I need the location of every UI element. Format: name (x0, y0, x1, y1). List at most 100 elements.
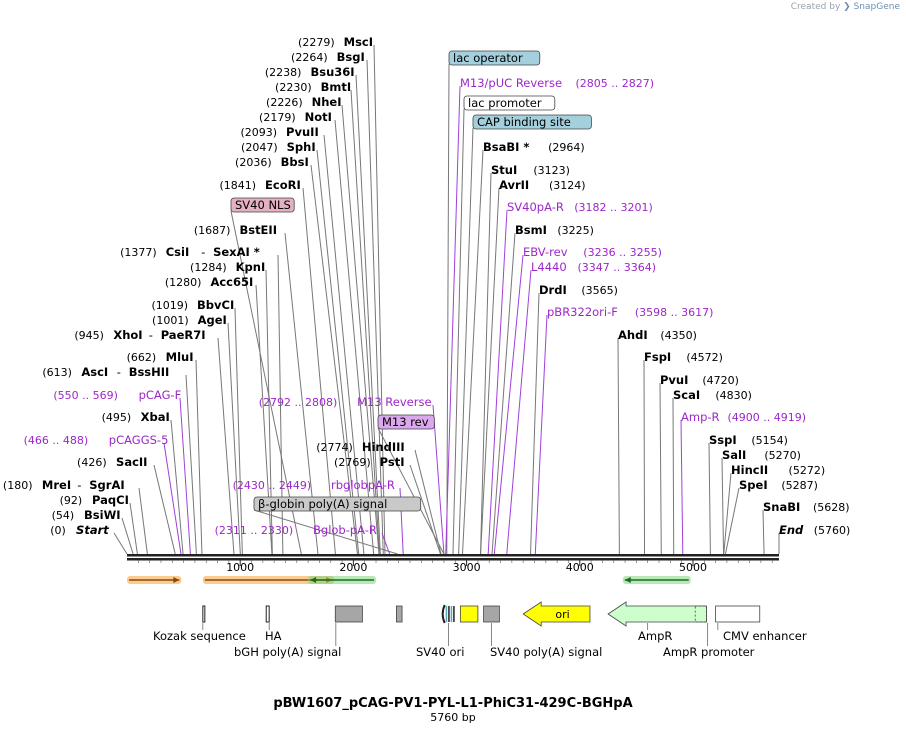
leader-line-avrii (480, 187, 500, 555)
leader-line-stui (480, 172, 492, 555)
name-start: Start (76, 523, 109, 537)
feature-ha (265, 605, 270, 623)
leader-line-m13puc (445, 85, 461, 555)
feature-caption-sv40-ori: SV40 ori (416, 645, 464, 659)
label-m13rev: M13 rev (377, 414, 435, 430)
ori-label: ori (555, 608, 569, 621)
pos-m13rev_long: (2792 .. 2808) (259, 396, 338, 409)
credit-brand: SnapGene (853, 2, 900, 12)
leader-line-ecori (302, 187, 336, 555)
pos-snabi: (5628) (813, 501, 850, 514)
feature-track: ori Kozak sequence HA bGH poly(A) signal SV4… (153, 601, 807, 659)
feature-caption-ampr: AmpR (638, 629, 672, 643)
label-pvuii: (2093) PvuII (240, 125, 318, 139)
label-m13rev_long: (2792 .. 2808) M13 Reverse (259, 395, 432, 409)
label-bsiwi: (54) BsiWI (52, 508, 121, 522)
pos-sspi: (5154) (751, 434, 788, 447)
pos-sali: (5270) (764, 449, 801, 462)
leader-line-psti (409, 464, 441, 555)
orf-arrow (127, 576, 182, 584)
snapgene-logo-icon: ❯ (843, 2, 851, 12)
name-sacii: SacII (116, 455, 147, 469)
leader-line-start (113, 532, 128, 555)
name-end: End (779, 523, 804, 537)
feature-label-box-lacprom (463, 95, 556, 111)
pos-agei: (1001) (152, 314, 189, 327)
label-ahdi: AhdI (4350) (618, 328, 697, 342)
pos-mrei: (180) (3, 479, 33, 492)
name-ahdi: AhdI (618, 328, 648, 342)
pos-pcaggs5: (466 .. 488) (24, 434, 89, 447)
name-drdi: DrdI (539, 283, 567, 297)
feature-sv40-ori (441, 604, 455, 624)
leader-line-ahdi (617, 337, 620, 555)
name-separator-asci: - (117, 365, 121, 379)
label-hincii: HincII (5272) (731, 463, 825, 477)
feature-label-box-sv40nls (230, 197, 295, 213)
pos-ampr_p: (4900 .. 4919) (728, 411, 807, 424)
leader-line-paqci (129, 502, 138, 555)
leader-line-m13rev_long (432, 404, 445, 555)
pos-hincii: (5272) (789, 464, 826, 477)
name-avrii: AvrII (499, 178, 529, 192)
leader-line-scai (672, 397, 675, 555)
name-msci: MscI (344, 35, 373, 49)
leader-line-pcagf (179, 397, 191, 555)
feature-label-sv40nls: SV40 NLS (235, 198, 291, 212)
leader-line-bsu36i (355, 74, 381, 555)
feature-label-lacop: lac operator (453, 51, 523, 65)
feature-unnamed-5 (459, 605, 479, 623)
leader-line-agei (227, 322, 241, 555)
label-cap: CAP binding site (472, 114, 592, 130)
label-mrei: (180) MreI - SgrAI (3, 478, 125, 492)
name-spei: SpeI (739, 478, 768, 492)
pos-asci: (613) (42, 366, 72, 379)
leader-line-spei (724, 487, 740, 555)
leader-line-bsgi (366, 59, 384, 555)
pos-bbsi: (2036) (235, 156, 272, 169)
pos-bsabi: (2964) (548, 141, 585, 154)
name-pbr322: pBR322ori-F (547, 305, 618, 319)
leader-line-sali (721, 457, 725, 555)
label-xbai: (495) XbaI (102, 410, 170, 424)
label-ebvrev: EBV-rev (3236 .. 3255) (523, 245, 662, 259)
name-bbvci: BbvCI (197, 298, 234, 312)
label-hindiii: (2774) HindIII (316, 440, 404, 454)
label-agei: (1001) AgeI (152, 313, 227, 327)
label-bbvci: (1019) BbvCI (151, 298, 234, 312)
label-avrii: AvrII (3124) (499, 178, 586, 192)
name-psti: PstI (380, 455, 405, 469)
pos-paqci: (92) (60, 494, 83, 507)
leader-line-pvuii (323, 134, 365, 555)
feature-kozak-sequence (202, 605, 206, 623)
pos-mlui: (662) (127, 351, 157, 364)
leader-line-hincii (723, 472, 732, 555)
name-ebvrev: EBV-rev (523, 245, 568, 259)
feature-unnamed-3 (396, 605, 403, 623)
feature-sv40-poly-a-signal (483, 605, 500, 623)
pos-bsgi: (2264) (291, 51, 328, 64)
orf-arrow (622, 576, 691, 584)
name-separator-xhoi: - (149, 328, 153, 342)
leader-line-lacprom (452, 108, 465, 555)
pos-spei: (5287) (781, 479, 818, 492)
orf-arrows (127, 576, 691, 584)
leader-line-asci (185, 374, 197, 555)
label-ecori: (1841) EcoRI (219, 178, 300, 192)
label-pcagf: (550 .. 569) pCAG-F (53, 388, 181, 402)
name-kpni: KpnI (236, 260, 266, 274)
label-sacii: (426) SacII (77, 455, 147, 469)
leader-line-bsiwi (121, 517, 134, 555)
name-mrei: MreI (42, 478, 71, 492)
name-acc65i: Acc65I (210, 275, 253, 289)
leader-line-bsmi (491, 232, 516, 555)
pos-kpni: (1284) (190, 261, 227, 274)
axis-tick-label: 4000 (566, 561, 594, 574)
feature-bgh-poly-a-signal (334, 605, 363, 623)
pos-csii: (1377) (120, 246, 157, 259)
label-lacop: lac operator (448, 50, 541, 66)
label-scai: ScaI (4830) (673, 388, 752, 402)
leader-line-bbvci (234, 307, 243, 555)
feature-ampr-promoter (694, 605, 707, 623)
label-lacprom: lac promoter (463, 95, 556, 111)
